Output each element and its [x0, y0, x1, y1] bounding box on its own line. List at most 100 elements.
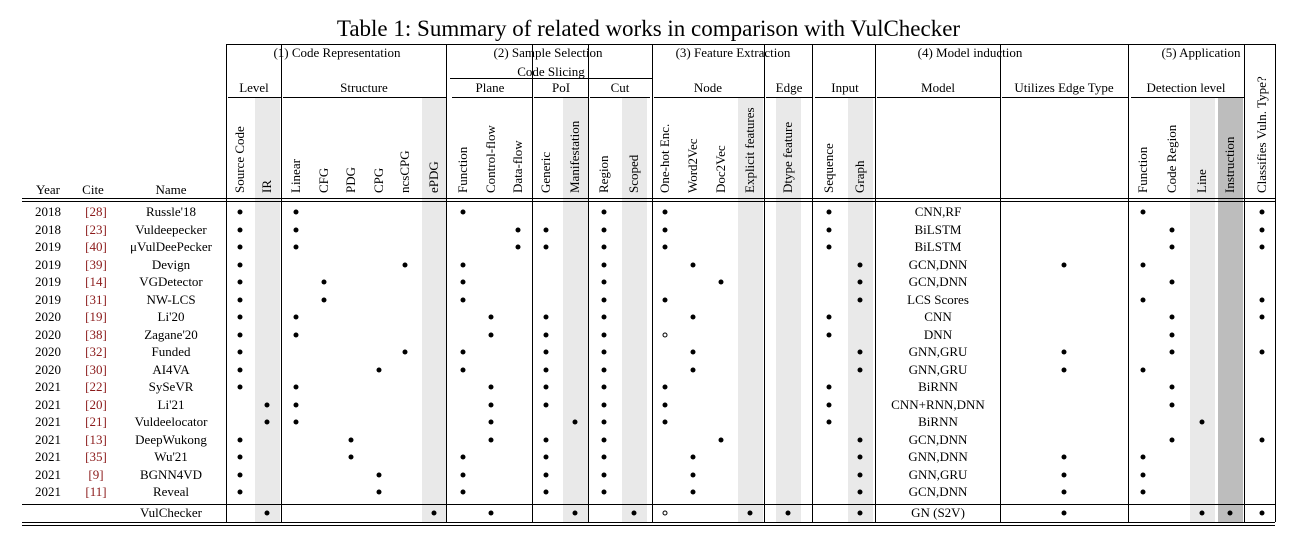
column-divider — [652, 44, 653, 522]
model-cell: LCS Scores — [907, 291, 969, 307]
subheader: Utilizes Edge Type — [1014, 80, 1114, 95]
filled-mark — [1259, 227, 1265, 232]
subheader: Plane — [475, 80, 505, 95]
filled-mark — [601, 279, 607, 285]
code-slicing-rule — [450, 78, 652, 79]
column-header: Data-flow — [510, 140, 525, 193]
filled-mark — [1140, 472, 1146, 477]
column-header: Line — [1194, 169, 1209, 193]
bottom-rule — [22, 522, 1275, 523]
cite-cell: [21] — [85, 414, 107, 429]
column-header: Word2Vec — [685, 138, 700, 193]
filled-mark — [515, 244, 521, 250]
column-header: Dtype feature — [780, 121, 795, 193]
column-divider — [532, 44, 533, 522]
filled-mark — [857, 489, 863, 495]
model-cell: GNN,GRU — [908, 344, 968, 359]
subheader: Level — [239, 80, 269, 95]
filled-mark — [293, 402, 299, 407]
filled-mark — [293, 419, 299, 425]
filled-mark — [460, 489, 466, 495]
name-cell: Russle'18 — [145, 204, 197, 219]
filled-mark — [747, 510, 753, 516]
filled-mark — [1140, 209, 1146, 215]
model-cell: GCN,DNN — [908, 484, 968, 499]
filled-mark — [826, 402, 832, 407]
shaded-column — [737, 97, 763, 522]
filled-mark — [543, 349, 549, 355]
shaded-column — [1189, 97, 1215, 522]
filled-mark — [1169, 227, 1175, 232]
model-cell: CNN,RF — [914, 204, 962, 219]
filled-mark — [237, 472, 243, 477]
filled-mark — [1169, 332, 1175, 337]
filled-mark — [293, 227, 299, 232]
filled-mark — [601, 209, 607, 215]
filled-mark — [237, 332, 243, 337]
model-cell: GNN,GRU — [908, 466, 968, 482]
filled-mark — [237, 297, 243, 302]
filled-mark — [1259, 437, 1265, 442]
top-rule-groups — [226, 44, 1275, 45]
column-header: Control-flow — [483, 125, 498, 193]
filled-mark — [857, 262, 863, 267]
filled-mark — [543, 384, 549, 390]
column-header: CFG — [316, 167, 331, 193]
subheader-underline — [877, 97, 1000, 98]
filled-mark — [1259, 297, 1265, 302]
shaded-column — [775, 97, 801, 522]
filled-mark — [826, 332, 832, 337]
filled-mark — [662, 419, 668, 425]
filled-mark — [662, 244, 668, 250]
filled-mark — [662, 227, 668, 232]
filled-mark — [237, 279, 243, 285]
subheader: Cut — [610, 80, 630, 95]
year-cell: 2020 — [35, 326, 61, 342]
filled-mark — [431, 510, 437, 516]
subheader: Input — [831, 80, 859, 95]
cite-cell: [31] — [85, 291, 107, 307]
open-mark — [662, 332, 668, 337]
name-cell: DeepWukong — [135, 431, 207, 447]
filled-mark — [237, 244, 243, 250]
shaded-column — [847, 97, 873, 522]
name-cell: μVulDeePecker — [130, 239, 212, 254]
subheader: Detection level — [1146, 80, 1226, 95]
column-header: ePDG — [426, 161, 441, 193]
edge-type-mark — [1061, 367, 1067, 372]
filled-mark — [690, 489, 696, 495]
group-header: (1) Code Representation — [273, 45, 401, 60]
filled-mark — [601, 244, 607, 250]
group-header: (4) Model induction — [917, 45, 1023, 60]
column-header: Instruction — [1222, 136, 1237, 193]
name-cell: Li'20 — [157, 309, 185, 324]
filled-mark — [690, 314, 696, 320]
subheader: Model — [921, 80, 955, 95]
filled-mark — [1140, 454, 1146, 460]
filled-mark — [601, 262, 607, 267]
filled-mark — [515, 227, 521, 232]
cite-cell: [32] — [85, 344, 107, 359]
filled-mark — [460, 367, 466, 372]
filled-mark — [488, 419, 494, 425]
filled-mark — [601, 489, 607, 495]
filled-mark — [1199, 419, 1205, 425]
year-cell: 2019 — [35, 291, 61, 307]
filled-mark — [1259, 314, 1265, 320]
filled-mark — [237, 437, 243, 442]
filled-mark — [572, 510, 578, 516]
filled-mark — [1169, 244, 1175, 250]
column-divider — [588, 44, 589, 522]
header-rule-double — [22, 201, 1275, 202]
edge-type-mark — [1061, 510, 1067, 516]
name-cell: SySeVR — [148, 379, 194, 394]
model-cell: CNN — [924, 309, 952, 324]
group-header: (5) Application — [1161, 45, 1241, 60]
name-cell: VulChecker — [139, 505, 203, 520]
filled-mark — [488, 510, 494, 516]
column-divider — [875, 44, 876, 522]
model-cell: CNN+RNN,DNN — [891, 396, 985, 412]
filled-mark — [293, 332, 299, 337]
subheader: Node — [693, 80, 723, 95]
